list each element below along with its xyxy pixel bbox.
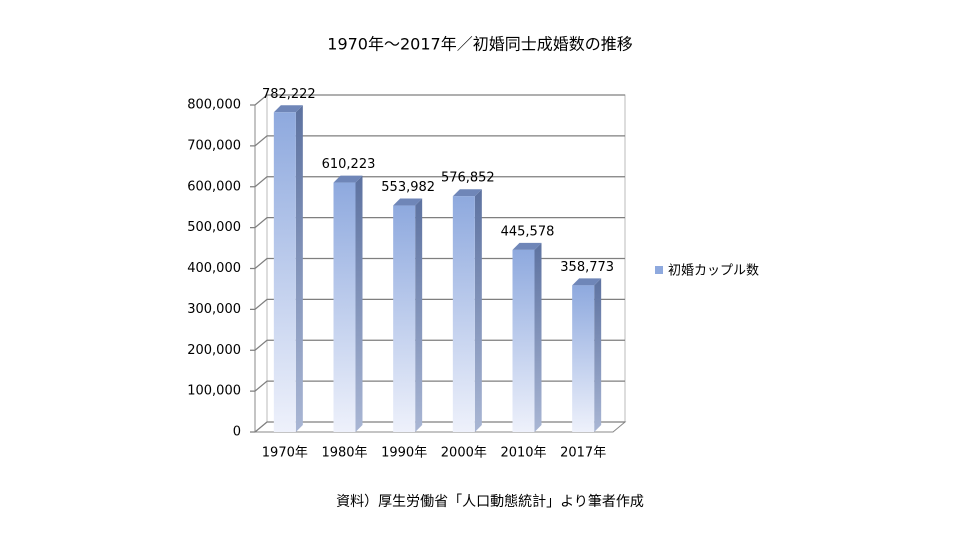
y-tick-label: 0: [233, 425, 241, 440]
bar-side: [295, 105, 303, 432]
y-tick-label: 200,000: [187, 343, 241, 358]
grid-line: [250, 217, 625, 229]
bar-top: [512, 242, 542, 250]
bar-top: [572, 278, 602, 286]
value-label: 576,852: [441, 171, 495, 186]
y-tick-label: 800,000: [187, 98, 241, 113]
bar-side: [355, 175, 363, 432]
bar: [512, 249, 535, 432]
y-tick-label: 600,000: [187, 179, 241, 194]
grid-line: [250, 298, 625, 310]
bar-top: [273, 105, 303, 113]
source-note: 資料）厚生労働省「人口動態統計」より筆者作成: [336, 494, 644, 510]
bar: [333, 182, 356, 432]
grid-line: [250, 135, 625, 147]
y-tick-label: 400,000: [187, 261, 241, 276]
value-label: 782,222: [262, 87, 316, 102]
bar: [572, 285, 595, 432]
bar-side: [594, 278, 602, 432]
bar-side: [534, 242, 542, 432]
floor: [253, 421, 627, 433]
bar-top: [393, 198, 423, 206]
y-tick-label: 500,000: [187, 220, 241, 235]
grid-line: [250, 380, 625, 392]
y-tick-label: 700,000: [187, 138, 241, 153]
x-tick-label: 1970年: [262, 446, 308, 461]
x-tick-label: 1990年: [381, 446, 427, 461]
grid-line: [250, 421, 625, 433]
y-tick-label: 300,000: [187, 302, 241, 317]
legend-label: 初婚カップル数: [668, 264, 759, 279]
bar: [452, 196, 475, 432]
grid-line: [250, 339, 625, 351]
bar-top: [333, 175, 363, 183]
x-tick-label: 2017年: [560, 446, 606, 461]
grid-line: [250, 257, 625, 270]
y-tick-label: 100,000: [187, 384, 241, 399]
grid-line: [250, 176, 625, 188]
value-label: 358,773: [560, 260, 614, 275]
x-tick-label: 2000年: [441, 446, 487, 461]
bar-side: [415, 198, 423, 432]
bar: [393, 205, 416, 432]
value-label: 445,578: [501, 224, 555, 239]
value-label: 553,982: [381, 180, 435, 195]
bar: [273, 112, 296, 432]
bar-side: [474, 189, 482, 432]
chart-title: 1970年～2017年／初婚同士成婚数の推移: [327, 35, 632, 54]
value-label: 610,223: [322, 157, 376, 172]
x-tick-label: 2010年: [500, 446, 546, 461]
bar-top: [452, 189, 482, 197]
grid-line: [250, 94, 625, 106]
x-tick-label: 1980年: [321, 446, 367, 461]
legend-swatch: [655, 266, 663, 274]
